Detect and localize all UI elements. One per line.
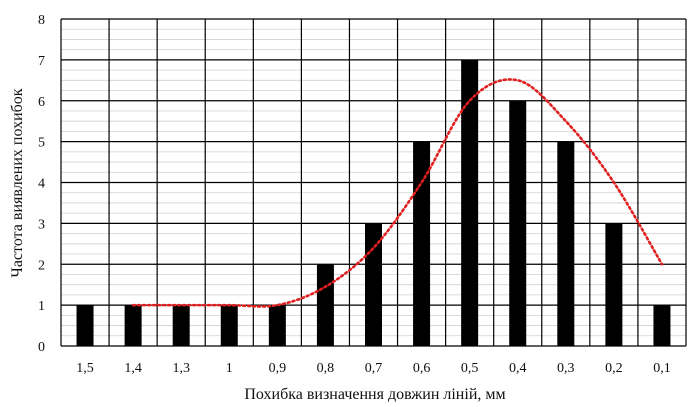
y-tick-label: 6 <box>38 95 45 110</box>
x-tick-label: 0,3 <box>557 361 575 376</box>
y-tick-labels: 0 1 2 3 4 5 6 7 8 <box>38 13 45 355</box>
x-tick-label: 1,4 <box>124 361 142 376</box>
y-tick-label: 5 <box>38 136 45 151</box>
y-tick-label: 0 <box>38 340 45 355</box>
bar <box>220 305 238 346</box>
bar <box>268 305 286 346</box>
x-tick-label: 0,2 <box>605 361 623 376</box>
x-tick-label: 0,1 <box>653 361 671 376</box>
bar <box>461 59 479 346</box>
bar <box>76 305 94 346</box>
x-tick-label: 1,5 <box>76 361 94 376</box>
x-tick-label: 1,3 <box>172 361 190 376</box>
bar <box>509 100 527 346</box>
bar <box>653 305 671 346</box>
bars <box>76 59 671 346</box>
x-tick-label: 1 <box>226 361 233 376</box>
x-tick-label: 0,8 <box>317 361 335 376</box>
x-axis-label: Похибка визначення довжин ліній, мм <box>244 386 505 403</box>
y-axis-label: Частота виявлених похибок <box>9 88 26 277</box>
y-tick-label: 1 <box>38 299 45 314</box>
bar <box>413 141 431 346</box>
x-tick-labels: 1,5 1,4 1,3 1 0,9 0,8 0,7 0,6 0,5 0,4 0,3 0,2 0,1 <box>76 361 670 376</box>
bar <box>172 305 190 346</box>
x-tick-label: 0,5 <box>461 361 479 376</box>
x-tick-label: 0,4 <box>509 361 527 376</box>
y-tick-label: 7 <box>38 54 45 69</box>
bar <box>557 141 575 346</box>
x-tick-label: 0,9 <box>269 361 287 376</box>
x-tick-label: 0,7 <box>365 361 383 376</box>
bar <box>605 223 623 346</box>
y-tick-label: 4 <box>38 177 45 192</box>
trend-line <box>131 78 664 308</box>
bar <box>124 305 142 346</box>
x-tick-label: 0,6 <box>413 361 431 376</box>
y-tick-label: 8 <box>38 13 45 28</box>
y-tick-label: 3 <box>38 217 45 232</box>
y-tick-label: 2 <box>38 258 45 273</box>
bar <box>316 264 334 346</box>
